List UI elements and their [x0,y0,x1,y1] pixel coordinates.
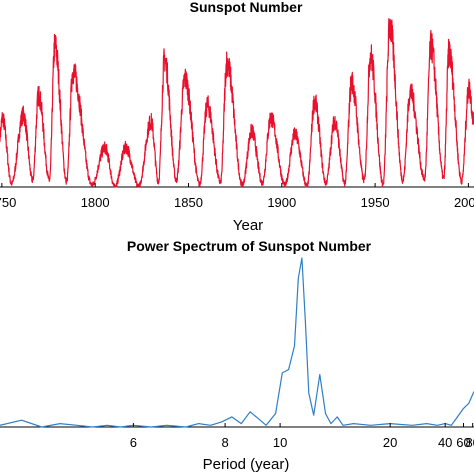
spectrum-series-line [0,257,474,428]
spectrum-x-tick-label: 8 [221,435,228,450]
spectrum-x-tick-label: 40 [438,435,452,450]
sunspot-x-tick-label: 1950 [361,195,390,210]
sunspot-x-tick-label: 1750 [0,195,16,210]
spectrum-x-tick-label: 10 [273,435,287,450]
spectrum-x-tick-label: 20 [383,435,397,450]
sunspot-x-tick-label: 1850 [174,195,203,210]
sunspot-xlabel: Year [233,217,263,234]
spectrum-panel: Power Spectrum of Sunspot Number 6 8 10 20 4… [0,238,474,473]
spectrum-x-tick-label: 60 [456,435,470,450]
sunspot-x-ticks: 1750 1800 1850 1900 1950 2000 [0,183,474,210]
sunspot-series-line [0,18,474,188]
sunspot-title: Sunspot Number [190,0,303,15]
sunspot-x-tick-label: 1900 [267,195,296,210]
spectrum-title: Power Spectrum of Sunspot Number [127,238,372,254]
spectrum-x-ticks: 6 8 10 20 40 6080 [130,423,474,450]
sunspot-x-tick-label: 2000 [454,195,474,210]
sunspot-panel: Sunspot Number 175018001850190019502000 … [0,0,474,234]
sunspot-x-tick-label: 1800 [81,195,110,210]
spectrum-xlabel: Period (year) [203,456,290,473]
spectrum-x-tick-label: 80 [465,435,474,450]
spectrum-x-tick-label: 6 [130,435,137,450]
